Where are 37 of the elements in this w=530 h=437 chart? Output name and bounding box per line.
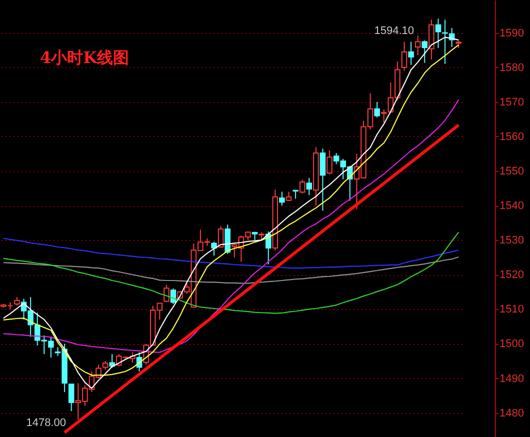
annotation: 1478.00 xyxy=(26,417,66,429)
candlestick xyxy=(374,101,380,118)
candlestick xyxy=(401,41,408,72)
candlestick xyxy=(211,241,217,256)
y-tick-label: 1560 xyxy=(500,130,524,143)
candlestick xyxy=(299,179,306,194)
candlestick xyxy=(164,284,170,303)
y-tick-label: 1540 xyxy=(500,200,524,212)
y-tick-label: 1500 xyxy=(500,338,524,350)
y-tick-label: 1580 xyxy=(500,62,524,74)
line-series xyxy=(2,99,460,353)
candlestick xyxy=(414,35,421,56)
candlestick xyxy=(224,224,230,254)
candlestick xyxy=(68,384,74,412)
candlestick xyxy=(326,150,332,175)
y-tick-label: 1480 xyxy=(500,407,524,420)
y-tick-label: 1530 xyxy=(500,234,524,247)
candlestick xyxy=(109,354,115,368)
candlestick xyxy=(170,288,176,304)
line-series xyxy=(2,238,460,269)
y-tick-label: 1510 xyxy=(500,304,524,316)
candlestick xyxy=(422,40,428,64)
line-series xyxy=(2,256,460,284)
annotation: 1594.10 xyxy=(374,25,414,37)
candlestick xyxy=(279,191,285,206)
candlestick xyxy=(306,177,312,196)
candlestick xyxy=(408,41,414,66)
y-tick-label: 1520 xyxy=(500,269,524,282)
candlestick xyxy=(435,18,442,49)
line-series xyxy=(2,232,460,314)
y-tick-label: 1550 xyxy=(500,166,524,178)
text: 4小时K线图 xyxy=(40,48,130,67)
candlestick xyxy=(428,19,434,60)
candlestick xyxy=(320,148,326,212)
y-tick-label: 1570 xyxy=(500,96,524,108)
y-tick-label: 1490 xyxy=(500,372,524,385)
y-tick-label: 1590 xyxy=(500,27,524,40)
